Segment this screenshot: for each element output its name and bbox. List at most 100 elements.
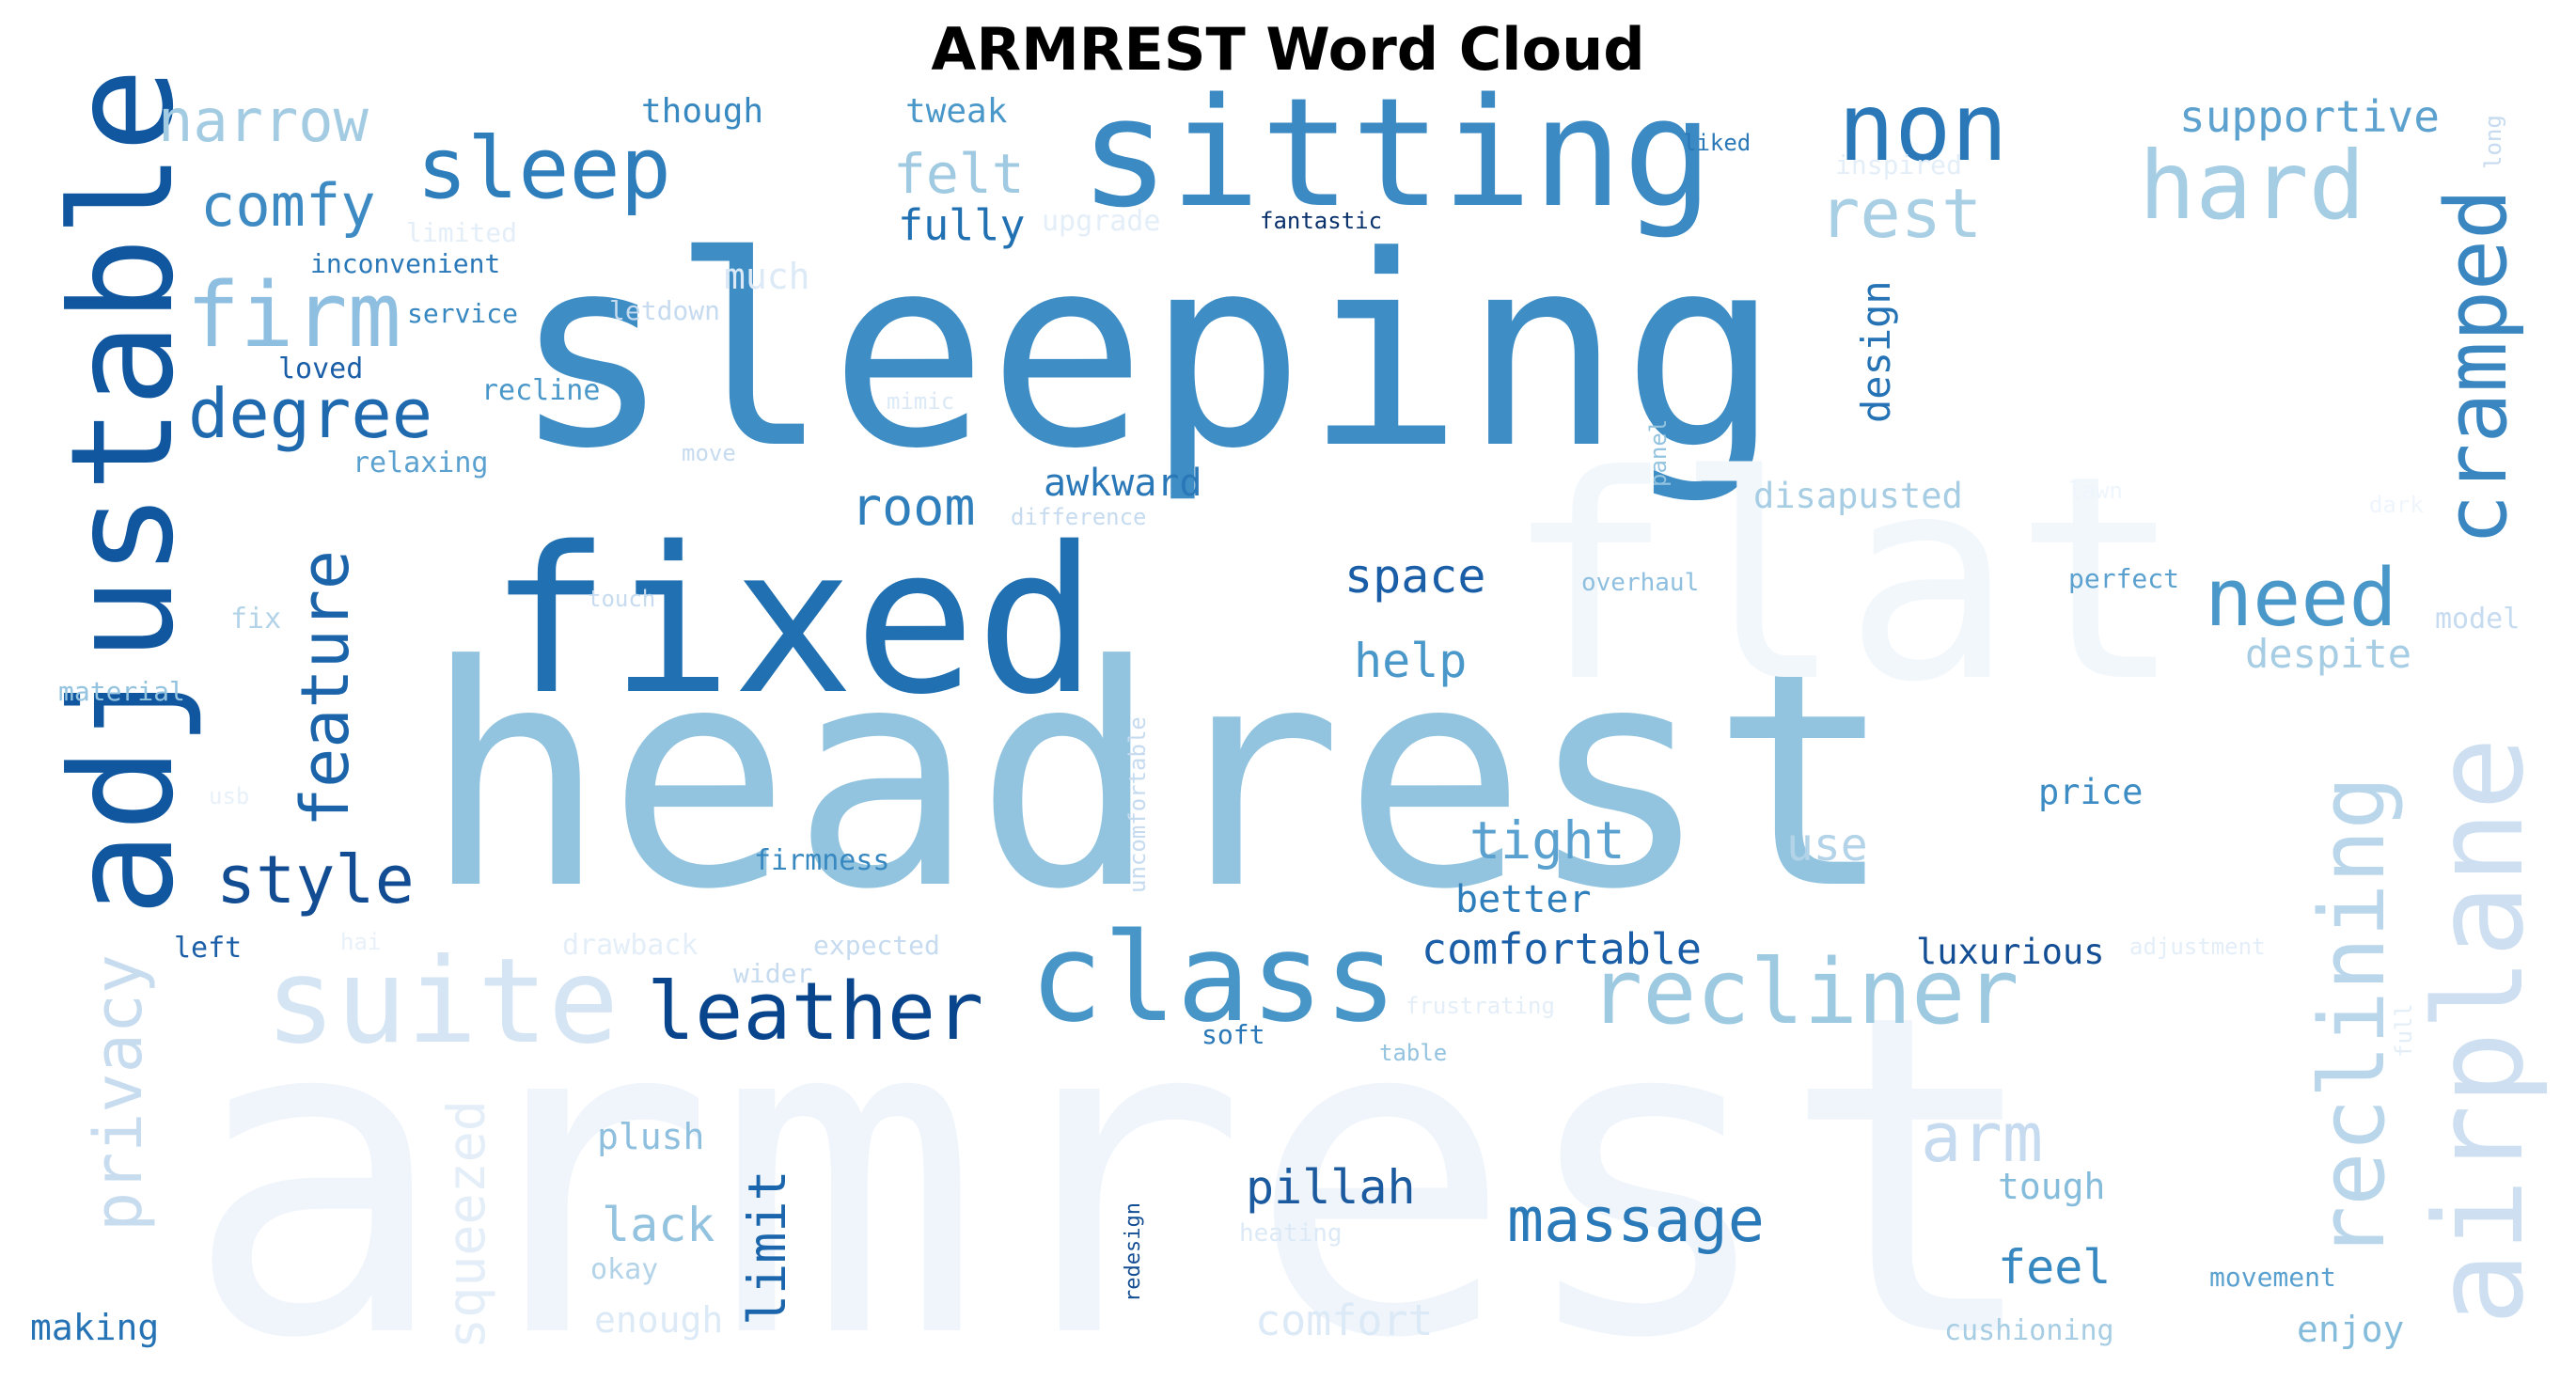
word-squeezed: squeezed	[436, 1100, 496, 1349]
word-limit: limit	[737, 1170, 797, 1326]
word-recliner: recliner	[1589, 941, 2019, 1044]
word-redesign: redesign	[1122, 1202, 1145, 1302]
word-model: model	[2435, 603, 2520, 636]
word-need: need	[2205, 552, 2397, 645]
word-sleeping: sleeping	[512, 200, 1781, 507]
word-fully: fully	[898, 200, 1025, 250]
word-service: service	[407, 298, 518, 329]
word-feel: feel	[1998, 1240, 2111, 1295]
word-tweak: tweak	[905, 92, 1008, 131]
word-frustrating: frustrating	[1406, 993, 1555, 1019]
word-firm: firm	[186, 264, 401, 368]
word-inspired: inspired	[1835, 149, 1962, 181]
word-privacy: privacy	[80, 954, 157, 1232]
word-fix: fix	[230, 603, 281, 636]
word-adjustable: adjustable	[41, 68, 205, 917]
word-space: space	[1344, 549, 1486, 604]
word-degree: degree	[188, 374, 432, 453]
word-movement: movement	[2209, 1262, 2336, 1293]
word-move: move	[682, 440, 736, 466]
word-difference: difference	[1011, 504, 1147, 530]
word-uncomfortable: uncomfortable	[1124, 716, 1151, 893]
word-enjoy: enjoy	[2297, 1309, 2404, 1350]
word-luxurious: luxurious	[1916, 932, 2104, 972]
word-comfort: comfort	[1255, 1296, 1434, 1345]
word-leather: leather	[647, 966, 983, 1059]
word-airplane: airplane	[2408, 737, 2551, 1326]
word-material: material	[58, 676, 185, 707]
word-sitting: sitting	[1079, 65, 1713, 241]
word-help: help	[1354, 634, 1467, 688]
word-comfortable: comfortable	[1422, 924, 1702, 974]
word-sleep: sleep	[416, 119, 671, 218]
word-pillah: pillah	[1246, 1160, 1416, 1215]
word-suite: suite	[265, 934, 619, 1070]
word-flat: flat	[1504, 416, 2183, 744]
word-awkward: awkward	[1044, 462, 1202, 505]
word-plush: plush	[597, 1116, 704, 1157]
word-felt: felt	[893, 142, 1025, 206]
word-style: style	[216, 841, 415, 919]
word-disapusted: disapusted	[1753, 476, 1963, 516]
word-perfect: perfect	[2068, 563, 2179, 594]
word-adjustment: adjustment	[2129, 934, 2266, 960]
word-long: long	[2480, 115, 2506, 169]
word-making: making	[30, 1307, 159, 1348]
word-wider: wider	[733, 958, 812, 989]
word-use: use	[1786, 819, 1868, 872]
word-table: table	[1379, 1040, 1447, 1066]
word-liked: liked	[1683, 130, 1751, 156]
word-loved: loved	[278, 353, 363, 385]
word-much: much	[724, 256, 810, 297]
word-headrest: headrest	[423, 600, 1894, 956]
word-overhaul: overhaul	[1581, 569, 1699, 597]
word-limited: limited	[406, 217, 517, 248]
word-drawback: drawback	[562, 929, 699, 962]
word-non: non	[1838, 72, 2008, 182]
word-full: full	[2391, 1003, 2417, 1058]
word-fixed: fixed	[489, 503, 1097, 739]
word-room: room	[851, 477, 975, 537]
word-cramped: cramped	[2427, 189, 2526, 545]
word-reclining: reclining	[2301, 776, 2405, 1260]
word-inconvenient: inconvenient	[310, 248, 500, 279]
word-left: left	[174, 932, 242, 965]
word-firmness: firmness	[754, 844, 890, 877]
word-letdown: letdown	[609, 295, 720, 326]
word-price: price	[2038, 772, 2143, 812]
word-tight: tight	[1469, 810, 1626, 871]
word-dark: dark	[2369, 492, 2424, 518]
word-heating: heating	[1239, 1219, 1343, 1248]
word-expected: expected	[813, 930, 940, 961]
word-comfy: comfy	[200, 171, 376, 240]
word-narrow: narrow	[158, 86, 369, 155]
word-design: design	[1853, 280, 1899, 423]
word-okay: okay	[590, 1253, 658, 1286]
word-recline: recline	[481, 374, 600, 407]
word-rest: rest	[1819, 174, 1982, 253]
word-though: though	[641, 92, 763, 131]
word-armrest: armrest	[183, 920, 2046, 1382]
word-lack: lack	[602, 1198, 715, 1252]
word-hai: hai	[340, 929, 381, 955]
word-better: better	[1455, 878, 1592, 921]
word-enough: enough	[594, 1299, 723, 1341]
chart-title: ARMREST Word Cloud	[931, 15, 1645, 84]
word-supportive: supportive	[2179, 91, 2440, 142]
word-tough: tough	[1998, 1166, 2105, 1207]
word-cushioning: cushioning	[1944, 1314, 2114, 1347]
word-massage: massage	[1507, 1186, 1765, 1256]
word-soft: soft	[1202, 1019, 1264, 1050]
word-panel: panel	[1645, 419, 1672, 487]
word-mimic: mimic	[887, 388, 954, 415]
word-touch: touch	[588, 586, 655, 612]
word-feature: feature	[287, 550, 364, 827]
word-despite: despite	[2245, 631, 2411, 677]
word-hard: hard	[2139, 131, 2365, 241]
word-upgrade: upgrade	[1042, 205, 1160, 238]
word-usb: usb	[209, 783, 249, 809]
word-arm: arm	[1921, 1098, 2043, 1177]
word-fantastic: fantastic	[1260, 208, 1382, 234]
